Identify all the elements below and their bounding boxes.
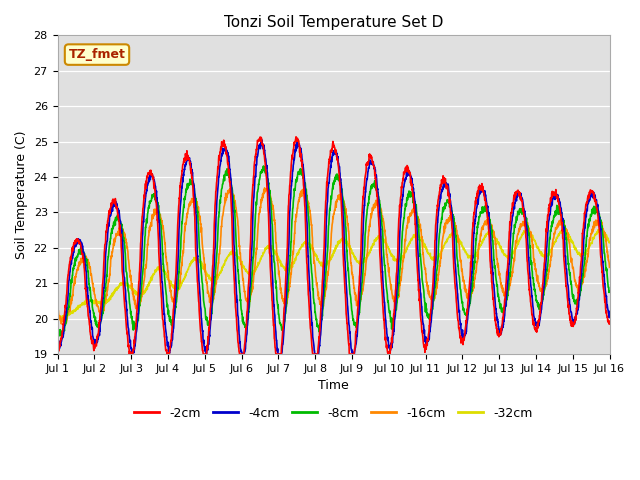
-32cm bbox=[349, 252, 357, 257]
-8cm bbox=[495, 291, 502, 297]
-32cm bbox=[573, 248, 580, 254]
-8cm bbox=[350, 322, 358, 327]
-2cm bbox=[292, 134, 300, 140]
Y-axis label: Soil Temperature (C): Soil Temperature (C) bbox=[15, 131, 28, 259]
-4cm bbox=[495, 324, 502, 330]
-8cm bbox=[557, 212, 565, 218]
-16cm bbox=[208, 296, 216, 302]
-8cm bbox=[362, 220, 370, 226]
-4cm bbox=[258, 137, 266, 143]
-32cm bbox=[208, 276, 216, 282]
-2cm bbox=[362, 169, 370, 175]
-4cm bbox=[350, 350, 358, 356]
-2cm bbox=[125, 351, 133, 357]
-16cm bbox=[58, 321, 65, 327]
-16cm bbox=[557, 218, 565, 224]
-32cm bbox=[605, 239, 613, 244]
Line: -2cm: -2cm bbox=[58, 137, 609, 354]
-32cm bbox=[362, 256, 369, 262]
-2cm bbox=[573, 305, 580, 311]
-16cm bbox=[260, 185, 268, 191]
X-axis label: Time: Time bbox=[318, 379, 349, 392]
-16cm bbox=[573, 284, 580, 289]
-2cm bbox=[605, 321, 613, 327]
-8cm bbox=[259, 163, 267, 169]
-16cm bbox=[605, 264, 613, 270]
-8cm bbox=[573, 300, 580, 306]
-4cm bbox=[203, 351, 211, 357]
-4cm bbox=[573, 312, 580, 317]
-2cm bbox=[495, 330, 502, 336]
-2cm bbox=[208, 284, 216, 290]
Line: -4cm: -4cm bbox=[58, 140, 609, 354]
-32cm bbox=[54, 317, 62, 323]
-8cm bbox=[56, 333, 63, 339]
Legend: -2cm, -4cm, -8cm, -16cm, -32cm: -2cm, -4cm, -8cm, -16cm, -32cm bbox=[129, 402, 538, 425]
Title: Tonzi Soil Temperature Set D: Tonzi Soil Temperature Set D bbox=[224, 15, 444, 30]
-8cm bbox=[54, 326, 61, 332]
-32cm bbox=[494, 240, 502, 245]
-16cm bbox=[350, 283, 358, 288]
-4cm bbox=[54, 343, 61, 349]
Line: -32cm: -32cm bbox=[58, 229, 609, 320]
-32cm bbox=[559, 227, 567, 232]
-4cm bbox=[605, 309, 613, 314]
-4cm bbox=[557, 205, 565, 211]
-16cm bbox=[54, 309, 61, 314]
Line: -16cm: -16cm bbox=[58, 188, 609, 324]
-8cm bbox=[605, 289, 613, 295]
-16cm bbox=[495, 262, 502, 268]
-16cm bbox=[362, 262, 370, 267]
Line: -8cm: -8cm bbox=[58, 166, 609, 336]
-2cm bbox=[557, 216, 565, 222]
-4cm bbox=[208, 303, 216, 309]
-32cm bbox=[54, 315, 61, 321]
-4cm bbox=[362, 184, 370, 190]
-8cm bbox=[208, 311, 216, 317]
-32cm bbox=[557, 229, 564, 235]
-2cm bbox=[350, 351, 358, 357]
Text: TZ_fmet: TZ_fmet bbox=[68, 48, 125, 61]
-2cm bbox=[54, 345, 61, 351]
